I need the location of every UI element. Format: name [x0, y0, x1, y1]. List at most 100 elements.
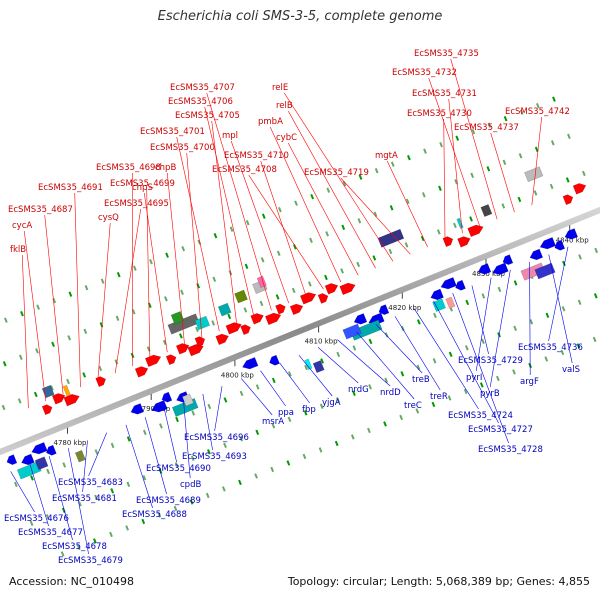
reverse-gene-arrow: [6, 454, 18, 466]
gc-tick: [513, 325, 518, 332]
gc-tick: [324, 274, 328, 281]
gc-tick: [291, 287, 296, 294]
gc-tick: [470, 172, 475, 178]
gc-tick: [431, 401, 436, 408]
forward-gene-label: fklB: [10, 245, 26, 255]
gc-tick: [245, 220, 250, 226]
forward-gene-label: EcSMS35_4707: [170, 83, 235, 93]
gc-tick: [46, 468, 50, 475]
reverse-gene-label: EcSMS35_4683: [58, 478, 123, 488]
gc-tick: [358, 174, 363, 180]
gc-tick: [352, 345, 357, 351]
reverse-label-leader: [433, 300, 499, 424]
gc-tick: [229, 226, 234, 232]
gc-tick: [100, 278, 105, 284]
gc-tick: [278, 207, 282, 213]
gc-tick: [4, 317, 8, 323]
gc-tick: [159, 423, 163, 429]
forward-gene-label: EcSMS35_4742: [505, 107, 570, 117]
gc-tick: [318, 447, 323, 453]
forward-gene-label: EcSMS35_4737: [454, 123, 519, 133]
forward-gene-label: EcSMS35_4687: [8, 205, 73, 215]
gc-tick: [17, 398, 22, 404]
reverse-label-leader: [413, 308, 479, 410]
gc-tick: [578, 254, 582, 260]
forward-gene-label: pmbA: [258, 117, 283, 127]
gc-tick: [486, 166, 491, 172]
reverse-gene-label: treC: [404, 401, 422, 411]
gc-tick: [340, 268, 344, 274]
forward-label-leader: [386, 160, 428, 248]
forward-gene-arrow: [275, 303, 286, 315]
reverse-gene-label: EcSMS35_4676: [4, 514, 69, 524]
reverse-label-leader: [279, 362, 310, 404]
reverse-gene-label: argF: [520, 377, 539, 387]
gc-tick: [517, 196, 522, 203]
gc-tick: [179, 333, 183, 339]
gc-tick: [191, 410, 196, 416]
forward-gene-label: EcSMS35_4701: [140, 127, 205, 137]
gc-tick: [384, 377, 389, 384]
gc-tick: [180, 289, 184, 295]
reverse-gene-label: EcSMS35_4690: [146, 464, 211, 474]
genome-summary-text: Topology: circular; Length: 5,068,389 bp…: [287, 575, 590, 588]
forward-label-leader: [23, 230, 47, 402]
reverse-label-leader: [260, 370, 286, 407]
genome-backbone: [0, 206, 600, 456]
reverse-gene-label: nrdD: [380, 388, 401, 398]
gc-tick: [276, 250, 281, 256]
reverse-label-leader: [82, 440, 88, 493]
gc-tick: [350, 434, 355, 440]
reverse-label-leader: [394, 316, 441, 391]
reverse-label-leader: [241, 378, 273, 416]
gc-tick: [560, 349, 565, 356]
gc-tick: [404, 242, 409, 248]
gc-tick: [259, 300, 264, 307]
gc-tick: [503, 116, 508, 122]
reverse-gene-arrow: [161, 391, 173, 403]
gc-tick: [207, 403, 212, 410]
gc-tick: [436, 229, 441, 235]
gc-tick: [157, 512, 162, 518]
cog-category-box: [480, 204, 493, 218]
reverse-gene-label: EcSMS35_4696: [184, 433, 249, 443]
gc-tick: [275, 294, 280, 300]
gc-tick: [549, 183, 554, 190]
gc-tick: [432, 358, 437, 364]
gc-tick: [533, 190, 538, 196]
gc-tick: [373, 211, 378, 217]
gc-tick: [29, 520, 34, 527]
labels-layer: fklB cycA EcSMS35_4687 EcSMS35_4691 cysQ EcSM…: [4, 49, 583, 566]
reverse-label-leader: [317, 347, 359, 384]
gc-tick: [368, 384, 372, 390]
gc-tick: [501, 203, 506, 209]
gc-tick: [287, 416, 292, 423]
forward-gene-label: cysQ: [98, 213, 119, 223]
forward-label-leader: [450, 58, 498, 220]
cog-category-box: [445, 296, 456, 309]
gc-tick: [271, 377, 276, 384]
forward-label-leader: [97, 222, 111, 381]
forward-gene-arrow: [299, 292, 317, 305]
cog-category-box: [217, 302, 232, 317]
reverse-label-leader: [298, 354, 333, 397]
gc-tick: [389, 205, 394, 211]
reverse-gene-arrow: [31, 442, 48, 455]
gc-tick: [33, 391, 38, 398]
gc-tick: [36, 304, 40, 310]
gc-tick: [83, 328, 88, 334]
forward-gene-arrow: [165, 354, 177, 366]
map-title: Escherichia coli SMS-3-5, complete genom…: [157, 9, 443, 24]
gc-tick: [255, 429, 260, 436]
cog-category-box: [234, 289, 248, 304]
reverse-gene-label: pyrB: [480, 389, 500, 399]
reverse-label-leader: [88, 432, 108, 477]
gc-tick: [45, 514, 50, 520]
scale-tick-label: 4780 kbp: [54, 439, 88, 447]
forward-label-leader: [448, 98, 463, 234]
gc-tick: [481, 338, 485, 345]
reverse-gene-arrow: [368, 312, 385, 325]
gc-tick: [227, 313, 232, 320]
reverse-gene-label: EcSMS35_4689: [136, 496, 201, 506]
